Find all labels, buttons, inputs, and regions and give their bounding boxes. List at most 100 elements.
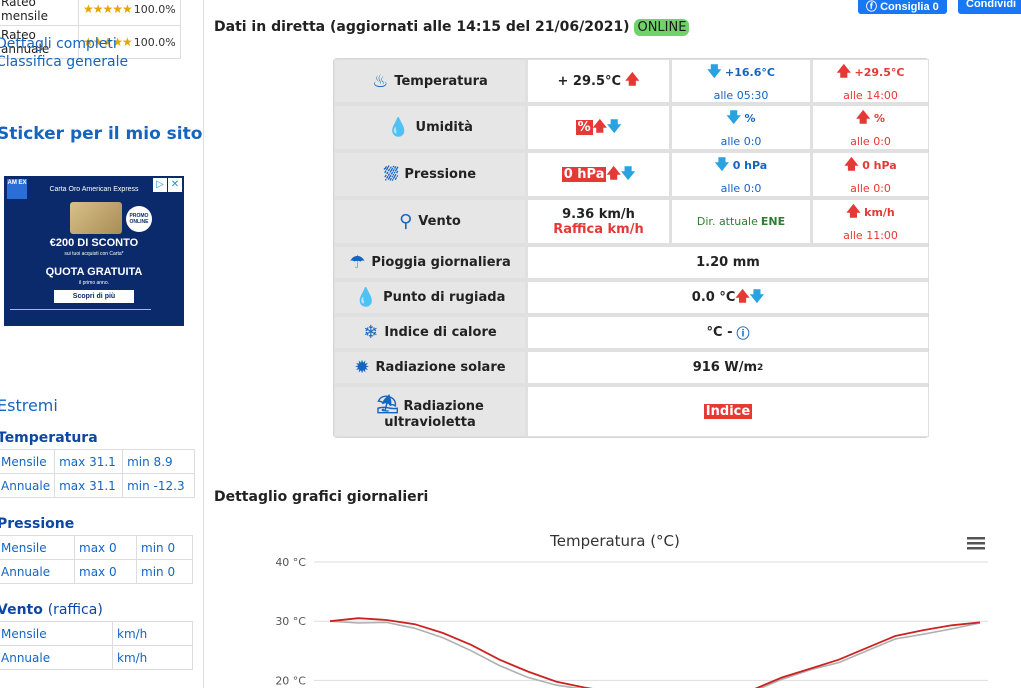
rating-label: Rateo annuale [0, 25, 79, 59]
droplet-icon: 💧 [354, 287, 378, 308]
ad-headline: Carta Oro American Express [49, 186, 139, 193]
rating-label: Rateo mensile [0, 0, 79, 26]
max-cell: max 0 [74, 535, 137, 560]
arrow-up-icon: 🡅 [592, 118, 608, 135]
chart-title: Temperatura (°C) [549, 532, 680, 550]
pressure-min: 0 hPa [732, 159, 768, 172]
max-value: max 31.1 [59, 478, 116, 493]
live-data-title: Dati in diretta (aggiornati alle 14:15 d… [214, 19, 690, 36]
arrow-up-icon: 🡅 [846, 204, 861, 220]
amex-logo: AM EX [7, 179, 27, 199]
wind-title-extra: (raffica) [47, 602, 103, 618]
ad-controls: ▷ ✕ [153, 178, 182, 192]
temperature-current-cell: + 29.5°C 🡅 [527, 59, 670, 103]
extremes-wind-table: Mensile km/h Annuale km/h [0, 621, 193, 670]
wind-max-time: alle 11:00 [843, 229, 898, 242]
rating-row: Rateo annuale ★★★★★ 100.0% [0, 25, 181, 59]
dewpoint-label-cell: 💧 Punto di rugiada [334, 281, 526, 314]
ad-quota: QUOTA GRATUITA [45, 266, 143, 278]
humidity-min-time: alle 0:0 [720, 135, 762, 148]
period-label: Annuale [0, 473, 56, 498]
min-cell: min 8.9 [122, 449, 196, 474]
uv-value-cell: Indice [527, 386, 929, 437]
temperature-min-time: alle 05:30 [713, 88, 769, 102]
arrow-up-icon: 🡅 [625, 72, 640, 88]
period-label: Mensile [0, 621, 113, 646]
min-value: min 8.9 [127, 454, 173, 469]
solar-unit-sup: 2 [757, 362, 764, 373]
details-link[interactable]: Dettagli completi [0, 36, 117, 52]
rating-row: Rateo mensile ★★★★★ 100.0% [0, 0, 181, 26]
temperature-chart[interactable]: Temperatura (°C) 40 °C 30 °C 20 °C [230, 520, 1000, 688]
extremes-temp-table: Mensile max 31.1 min 8.9 Annuale max 31.… [0, 449, 196, 498]
weather-table: ♨ Temperatura + 29.5°C 🡅 🡇 +16.6°C alle 05… [333, 58, 929, 438]
pressure-min-time: alle 0:0 [720, 182, 762, 195]
chart-grid [314, 561, 988, 681]
y-tick-label: 20 °C [275, 674, 306, 687]
help-icon[interactable]: ⓘ [736, 327, 750, 342]
arrow-down-icon: 🡇 [749, 288, 765, 305]
close-icon[interactable]: ✕ [168, 178, 182, 192]
extremes-pressure-table: Mensile max 0 min 0 Annuale max 0 min 0 [0, 535, 193, 584]
dewpoint-label: Punto di rugiada [383, 290, 506, 305]
status-badge: ONLINE [634, 19, 690, 36]
max-value: max 31.1 [59, 454, 116, 469]
rain-label: Pioggia giornaliera [371, 255, 511, 270]
graphs-title: Dettaglio grafici giornalieri [214, 489, 429, 505]
arrow-up-icon: 🡅 [844, 157, 859, 173]
pressure-max: 0 hPa [862, 159, 897, 172]
extremes-wind-title: Vento (raffica) [0, 602, 103, 618]
max-cell: max 31.1 [54, 473, 124, 498]
anemometer-icon: ⚲ [399, 211, 413, 232]
rating-pct: 100.0% [133, 36, 176, 49]
dewpoint-value-cell: 0.0 °C 🡅 🡇 [527, 281, 929, 314]
fb-share-button[interactable]: Condividi [958, 0, 1021, 14]
temperature-min-cell: 🡇 +16.6°C alle 05:30 [671, 59, 811, 103]
period-label: Mensile [0, 449, 56, 474]
rating-table: Rateo mensile ★★★★★ 100.0% Rateo annuale … [0, 0, 181, 59]
rating-value: ★★★★★ 100.0% [78, 25, 181, 59]
arrow-up-icon: 🡅 [735, 288, 750, 305]
extremes-temp-title: Temperatura [0, 430, 98, 446]
pressure-min-cell: 🡇 0 hPa alle 0:0 [671, 152, 811, 197]
ranking-link[interactable]: Classifica generale [0, 54, 129, 70]
arrow-down-icon: 🡇 [607, 118, 622, 135]
solar-label: Radiazione solare [375, 360, 506, 375]
arrow-down-icon: 🡇 [707, 63, 722, 80]
humidity-current: % [575, 120, 593, 135]
ad-cta-button[interactable]: Scopri di più [54, 290, 134, 303]
ad-discount: €200 DI SCONTO [49, 237, 139, 249]
wind-label-cell: ⚲ Vento [334, 199, 526, 244]
max-cell: max 31.1 [54, 449, 124, 474]
table-row: Annuale max 31.1 min -12.3 [0, 473, 196, 498]
temperature-max-time: alle 14:00 [843, 88, 898, 102]
sticker-title[interactable]: Sticker per il mio sito [0, 124, 203, 144]
advertisement[interactable]: AM EX ▷ ✕ Carta Oro American Express PRO… [4, 176, 184, 326]
heatindex-label: Indice di calore [384, 325, 497, 340]
barometer-icon: ⛆ [383, 164, 399, 185]
ad-quota-note: il primo anno. [78, 280, 109, 286]
min-value: min -12.3 [127, 478, 185, 493]
wind-label: Vento [418, 214, 461, 229]
chart-menu-icon[interactable] [967, 537, 985, 550]
uv-value: Indice [703, 404, 753, 419]
wind-value: km/h [112, 645, 193, 670]
humidity-current-cell: % 🡅 🡇 [527, 105, 670, 150]
table-row: Mensile km/h [0, 621, 193, 646]
temperature-max-cell: 🡅 +29.5°C alle 14:00 [812, 59, 929, 103]
table-row: Annuale max 0 min 0 [0, 559, 193, 584]
series-line-grey [329, 620, 981, 688]
ad-fine-print: ▬▬▬▬▬▬▬▬▬▬▬▬▬▬▬▬▬▬▬▬▬▬▬▬▬▬▬▬▬▬▬▬▬▬▬▬▬▬▬▬… [10, 307, 151, 311]
rain-label-cell: ☂ Pioggia giornaliera [334, 246, 526, 279]
umbrella-sun-icon: ⛱ [376, 393, 399, 415]
uv-label-2: ultravioletta [384, 414, 476, 430]
temperature-label: Temperatura [394, 73, 488, 89]
left-sidebar: Rateo mensile ★★★★★ 100.0% Rateo annuale … [0, 0, 204, 688]
fb-like-button[interactable]: ⓕ Consiglia 0 [858, 0, 947, 14]
arrow-up-icon: 🡅 [856, 110, 871, 126]
chart-y-ticks: 40 °C 30 °C 20 °C [275, 556, 306, 687]
adchoices-icon[interactable]: ▷ [153, 178, 167, 192]
arrow-down-icon: 🡇 [620, 165, 636, 182]
wind-max: km/h [864, 206, 895, 219]
wind-direction-cell: Dir. attuale ENE [671, 199, 811, 244]
